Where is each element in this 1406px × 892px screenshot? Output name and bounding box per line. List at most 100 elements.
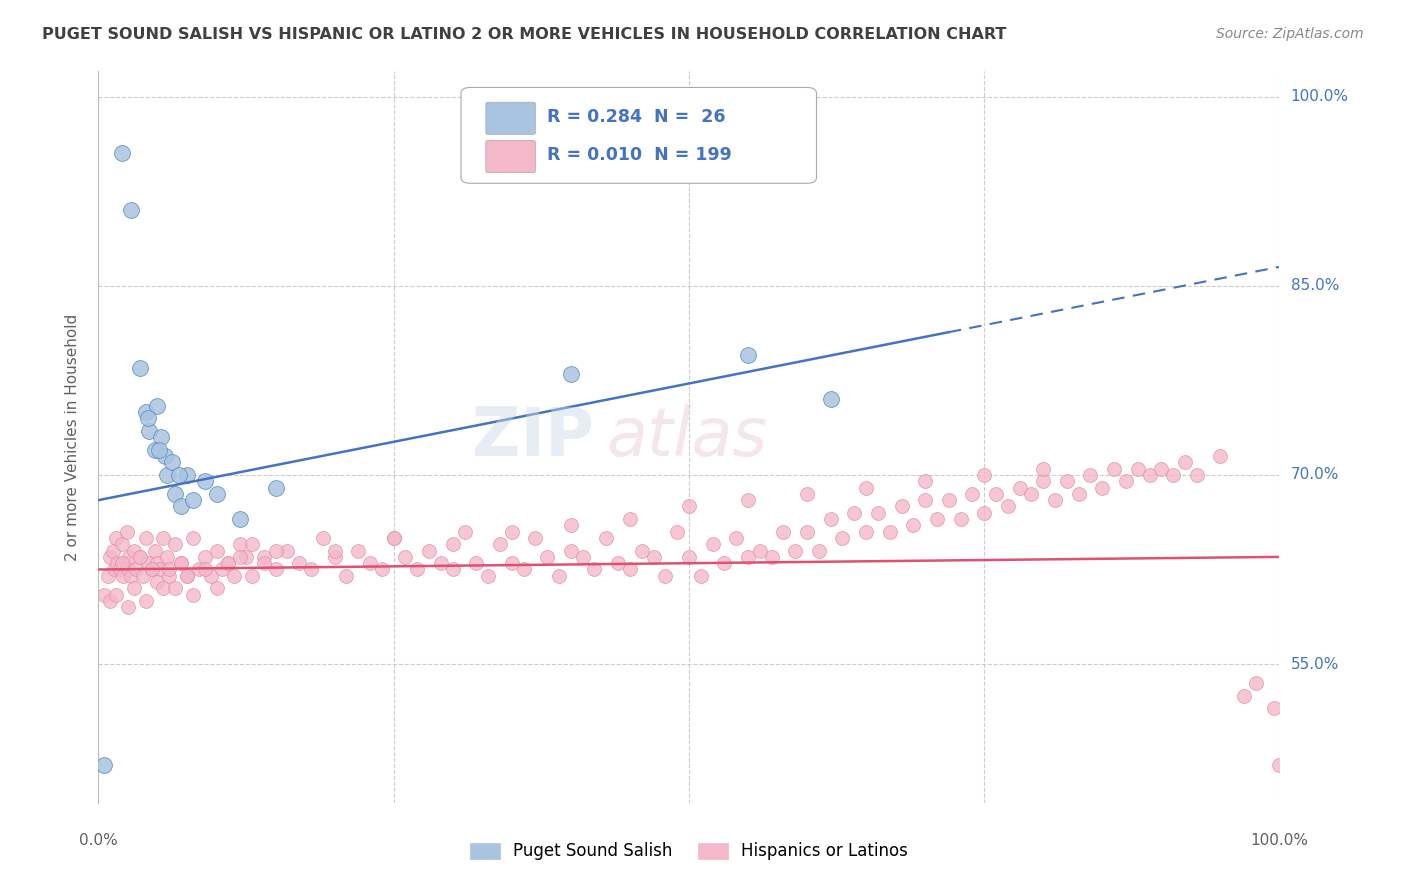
Point	[122, 582, 145, 596]
Point	[136, 556, 159, 570]
Point	[211, 562, 233, 576]
Point	[264, 562, 287, 576]
Point	[1043, 493, 1066, 508]
Point	[112, 569, 135, 583]
Point	[105, 556, 128, 570]
Point	[619, 512, 641, 526]
Point	[97, 569, 120, 583]
Point	[264, 481, 287, 495]
Point	[187, 562, 209, 576]
Point	[1032, 474, 1054, 488]
Text: 100.0%: 100.0%	[1250, 833, 1309, 848]
Point	[115, 524, 138, 539]
Point	[465, 556, 488, 570]
Point	[761, 549, 783, 564]
Point	[194, 549, 217, 564]
Point	[194, 562, 217, 576]
Point	[299, 562, 322, 576]
Point	[165, 487, 187, 501]
Point	[156, 467, 179, 482]
Point	[156, 549, 179, 564]
Point	[973, 506, 995, 520]
Point	[925, 512, 948, 526]
Point	[441, 537, 464, 551]
Point	[713, 556, 735, 570]
Text: 0.0%: 0.0%	[79, 833, 118, 848]
Point	[619, 562, 641, 576]
Point	[654, 569, 676, 583]
Point	[477, 569, 499, 583]
Point	[796, 487, 818, 501]
Point	[737, 493, 759, 508]
Point	[141, 562, 163, 576]
Point	[583, 562, 606, 576]
Point	[323, 549, 346, 564]
Point	[1091, 481, 1114, 495]
Point	[382, 531, 405, 545]
Point	[149, 562, 172, 576]
Text: R = 0.010  N = 199: R = 0.010 N = 199	[547, 146, 733, 164]
Point	[105, 531, 128, 545]
Point	[796, 524, 818, 539]
Point	[489, 537, 512, 551]
Point	[276, 543, 298, 558]
Point	[418, 543, 440, 558]
Point	[689, 569, 711, 583]
Point	[335, 569, 357, 583]
Point	[170, 556, 193, 570]
Point	[170, 556, 193, 570]
Point	[560, 543, 582, 558]
Point	[288, 556, 311, 570]
Point	[1115, 474, 1137, 488]
Point	[748, 543, 770, 558]
Point	[984, 487, 1007, 501]
Point	[737, 549, 759, 564]
FancyBboxPatch shape	[486, 103, 536, 135]
Point	[394, 549, 416, 564]
Point	[666, 524, 689, 539]
Point	[807, 543, 830, 558]
Point	[1032, 461, 1054, 475]
Point	[1268, 758, 1291, 772]
Point	[855, 524, 877, 539]
FancyBboxPatch shape	[461, 87, 817, 183]
Point	[170, 500, 193, 514]
Point	[1244, 676, 1267, 690]
Point	[148, 442, 170, 457]
Point	[607, 556, 630, 570]
Point	[111, 556, 134, 570]
Point	[441, 562, 464, 576]
Point	[146, 399, 169, 413]
Point	[430, 556, 453, 570]
Point	[890, 500, 912, 514]
Point	[524, 531, 547, 545]
Point	[737, 348, 759, 362]
Point	[108, 562, 131, 576]
Point	[962, 487, 984, 501]
Point	[1139, 467, 1161, 482]
Text: 70.0%: 70.0%	[1291, 467, 1339, 483]
Point	[146, 556, 169, 570]
Point	[1263, 701, 1285, 715]
Point	[359, 556, 381, 570]
Point	[702, 537, 724, 551]
Point	[903, 518, 925, 533]
Text: ZIP: ZIP	[472, 404, 595, 470]
Point	[117, 562, 139, 576]
Point	[312, 531, 335, 545]
Point	[93, 588, 115, 602]
Point	[1233, 689, 1256, 703]
Point	[548, 569, 571, 583]
Point	[111, 146, 134, 161]
Point	[512, 562, 534, 576]
Point	[264, 543, 287, 558]
Point	[235, 549, 257, 564]
Point	[725, 531, 748, 545]
Point	[831, 531, 853, 545]
Point	[101, 543, 124, 558]
Point	[121, 569, 143, 583]
Point	[1067, 487, 1090, 501]
Point	[136, 411, 159, 425]
Point	[135, 405, 157, 419]
Point	[132, 569, 155, 583]
